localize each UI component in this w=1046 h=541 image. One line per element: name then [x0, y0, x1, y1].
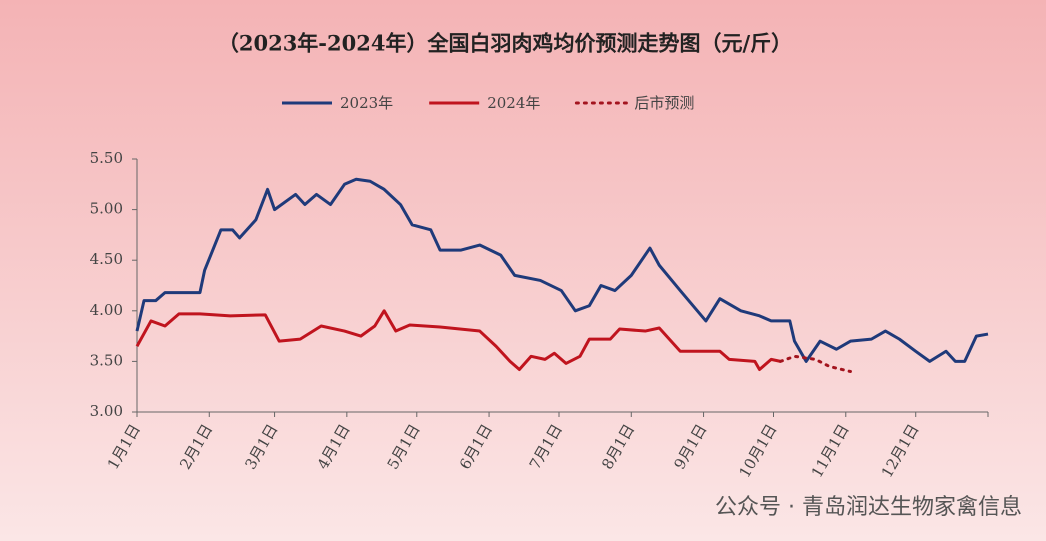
x-tick-label: 7月1日 — [526, 421, 566, 473]
legend: 2023年 2024年 后市预测 — [282, 94, 694, 112]
y-tick-label: 5.50 — [90, 149, 123, 167]
x-tick-label: 6月1日 — [456, 421, 496, 473]
watermark: 公众号 · 青岛润达生物家禽信息 — [715, 495, 1022, 520]
x-tick-label: 2月1日 — [176, 421, 216, 473]
x-tick-label: 1月1日 — [104, 421, 144, 473]
series-line — [778, 354, 852, 374]
x-tick-label: 8月1日 — [598, 421, 638, 473]
legend-label: 后市预测 — [634, 94, 694, 112]
y-tick-label: 3.50 — [90, 351, 123, 369]
x-tick-label: 9月1日 — [670, 421, 710, 473]
legend-label: 2024年 — [487, 94, 540, 112]
y-tick-label: 5.00 — [90, 200, 123, 218]
x-tick-label: 3月1日 — [241, 421, 281, 473]
y-tick-label: 3.00 — [90, 402, 123, 420]
x-tick-label: 11月1日 — [808, 421, 853, 481]
x-tick-label: 12月1日 — [878, 421, 923, 481]
series-line — [135, 309, 781, 371]
x-tick-label: 4月1日 — [314, 421, 354, 473]
x-tick-label: 5月1日 — [384, 421, 424, 473]
legend-label: 2023年 — [340, 94, 393, 112]
y-tick-label: 4.00 — [90, 301, 123, 319]
chart-title: （2023年-2024年）全国白羽肉鸡均价预测走势图（元/斤） — [218, 31, 792, 56]
x-tick-label: 10月1日 — [736, 421, 781, 481]
series-line — [135, 177, 989, 363]
y-tick-label: 4.50 — [90, 250, 123, 268]
